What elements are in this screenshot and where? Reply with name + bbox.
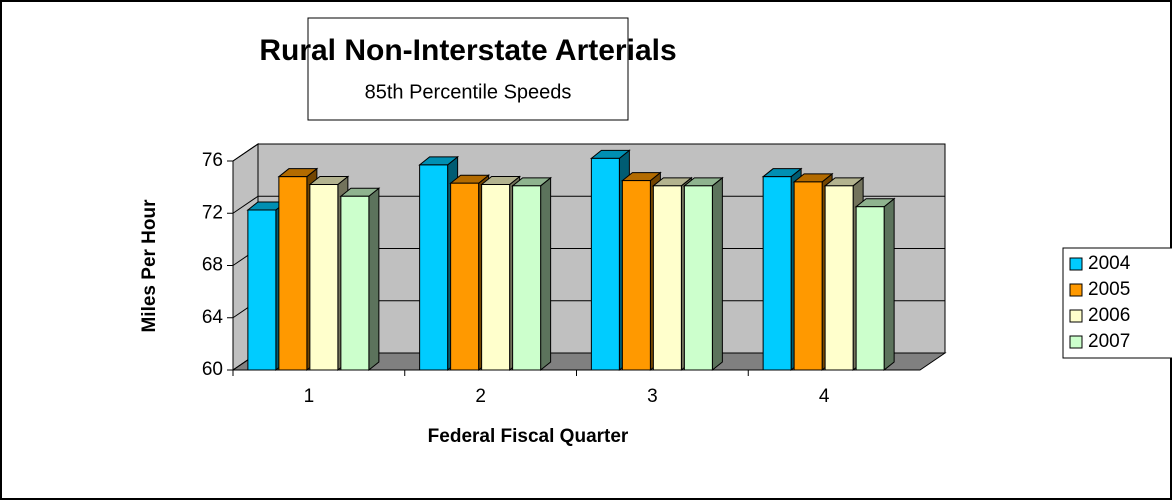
legend-label: 2004 [1088,253,1131,274]
x-tick-label: 2 [475,386,486,407]
bar [793,181,823,371]
y-tick-label: 68 [202,255,223,276]
bar [855,206,885,371]
bar [683,185,713,371]
bar-side [883,197,895,372]
legend-label: 2006 [1088,305,1130,326]
bar [481,184,511,371]
x-tick-label: 3 [647,386,658,407]
y-tick-label: 60 [202,359,223,380]
title-box [307,17,629,121]
bar [621,180,651,371]
bar [762,176,792,371]
bar-side [540,176,552,372]
y-tick-label: 72 [202,202,223,223]
x-tick-label: 4 [819,386,830,407]
bar [247,209,277,371]
bar [512,185,542,371]
bar [652,185,682,371]
bar [824,185,854,371]
bar [450,182,480,371]
x-tick-label: 1 [304,386,315,407]
legend-swatch [1069,335,1083,349]
x-axis-title: Federal Fiscal Quarter [428,426,629,447]
legend-label: 2007 [1088,331,1130,352]
legend-swatch [1069,309,1083,323]
chart-title: Rural Non-Interstate Arterials [259,34,676,67]
legend-swatch [1069,283,1083,297]
bar-side [711,176,723,372]
bar [278,176,308,371]
legend-swatch [1069,257,1083,271]
bar-side [368,187,380,372]
grid-line [232,143,945,162]
y-axis-title: Miles Per Hour [139,199,160,333]
bar [590,157,620,371]
chart-subtitle: 85th Percentile Speeds [365,81,572,103]
y-tick-label: 76 [202,150,223,171]
bar [309,184,339,371]
y-tick-label: 64 [202,307,224,328]
legend-label: 2005 [1088,279,1130,300]
bar [340,195,370,371]
bar [419,164,449,371]
